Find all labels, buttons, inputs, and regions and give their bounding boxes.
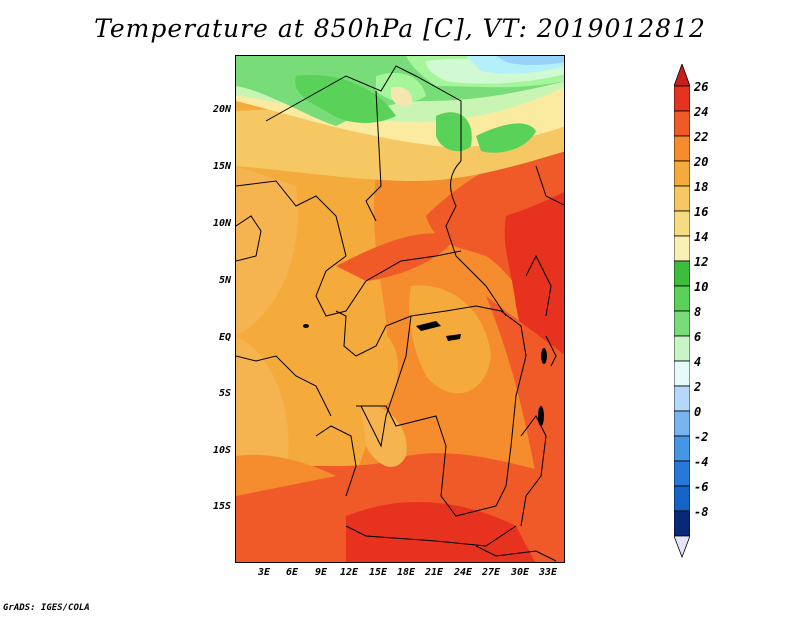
map-title: Temperature at 850hPa [C], VT: 201901281… [94,14,706,43]
colorbar-label: 20 [694,155,709,169]
colorbar-bin [674,160,690,187]
lon-label-18e: 18E [396,567,416,578]
lon-label-15e: 15E [368,567,388,578]
lon-label-33e: 33E [538,567,558,578]
lon-label-24e: 24E [453,567,473,578]
colorbar-bin [674,285,690,312]
lon-label-3e: 3E [257,567,271,578]
colorbar-bin [674,485,690,512]
colorbar-label: 6 [694,330,702,344]
colorbar-bin [674,335,690,362]
colorbar-bin [674,460,690,487]
grads-credit: GrADS: IGES/COLA [3,603,90,613]
colorbar-label: -6 [694,480,709,494]
colorbar-bin [674,360,690,387]
colorbar-bin [674,110,690,137]
lat-label-5n: 5N [218,275,231,286]
colorbar-bin [674,210,690,237]
colorbar-bin [674,235,690,262]
lon-label-27e: 27E [481,567,501,578]
lat-label-10s: 10S [212,445,231,456]
colorbar-bin [674,85,690,112]
colorbar-bin [674,435,690,462]
colorbar-label: -2 [694,430,709,444]
colorbar-bin [674,310,690,337]
lon-label-6e: 6E [285,567,299,578]
temperature-field [236,56,564,562]
colorbar-label: -4 [694,455,709,469]
lat-label-eq: EQ [218,332,231,343]
lat-label-15n: 15N [212,161,231,172]
colorbar-bin [674,410,690,437]
temperature-map [235,55,565,563]
colorbar-bottom-arrow [674,535,690,558]
lat-label-20n: 20N [212,104,231,115]
colorbar-label: 26 [694,80,709,94]
colorbar-bin [674,385,690,412]
colorbar-label: -8 [694,505,709,519]
colorbar-label: 22 [694,130,709,144]
lat-label-15s: 15S [212,501,231,512]
colorbar-label: 10 [694,280,709,294]
colorbar-bin [674,185,690,212]
lat-label-10n: 10N [212,218,231,229]
lon-label-12e: 12E [339,567,359,578]
colorbar-top-arrow [674,64,690,87]
colorbar-bin [674,135,690,162]
colorbar-label: 18 [694,180,709,194]
colorbar-label: 16 [694,205,709,219]
colorbar-label: 14 [694,230,709,244]
colorbar-label: 4 [694,355,702,369]
colorbar-label: 24 [694,105,709,119]
lon-label-21e: 21E [424,567,444,578]
colorbar-label: 12 [694,255,709,269]
colorbar-bin [674,510,690,537]
colorbar-bin [674,260,690,287]
colorbar-label: 0 [694,405,702,419]
lon-label-9e: 9E [314,567,328,578]
lat-label-5s: 5S [218,388,231,399]
colorbar [674,64,690,558]
lon-label-30e: 30E [510,567,530,578]
colorbar-label: 2 [694,380,702,394]
colorbar-label: 8 [694,305,702,319]
